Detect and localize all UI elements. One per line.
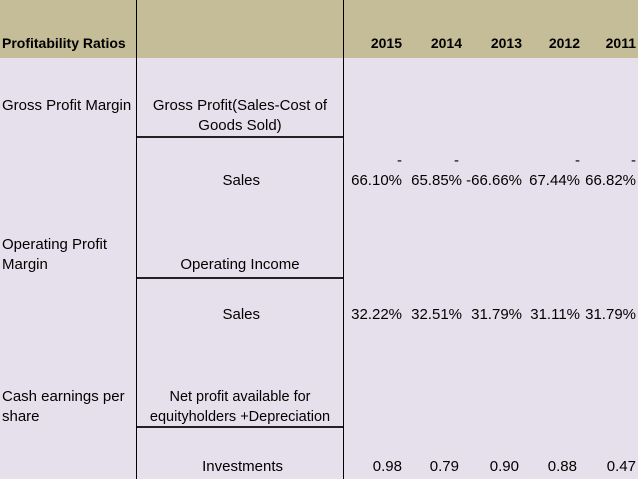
value-gross-2012: 67.44% xyxy=(529,172,580,189)
denominator-sales: Sales xyxy=(222,306,260,323)
dash-mark-2014: - xyxy=(454,152,459,169)
header-title: Profitability Ratios xyxy=(2,35,126,51)
denominator-investments: Investments xyxy=(202,458,283,475)
ratio-label-operating-profit: Operating Profit Margin xyxy=(2,236,108,273)
value-operating-2015: 32.22% xyxy=(351,306,402,323)
value-cash-2014: 0.79 xyxy=(429,458,459,475)
value-cash-2015: 0.98 xyxy=(372,458,402,475)
year-header-2015: 2015 xyxy=(370,35,402,51)
value-gross-2013: -66.66% xyxy=(466,172,522,189)
year-header-2013: 2013 xyxy=(490,35,522,51)
numerator-operating-income: Operating Income xyxy=(180,256,300,273)
dash-mark-2011: - xyxy=(631,152,636,169)
year-header-2011: 2011 xyxy=(605,35,636,51)
numerator-gross-profit: Gross Profit(Sales-Cost of Goods Sold) xyxy=(152,97,328,134)
header-band xyxy=(0,0,638,58)
fraction-rule xyxy=(137,426,343,428)
year-header-2014: 2014 xyxy=(430,35,462,51)
fraction-rule xyxy=(137,136,343,138)
value-operating-2013: 31.79% xyxy=(471,306,522,323)
value-cash-2013: 0.90 xyxy=(489,458,519,475)
value-gross-2015: 66.10% xyxy=(351,172,402,189)
dash-mark-2015: - xyxy=(397,152,402,169)
value-cash-2011: 0.47 xyxy=(606,458,636,475)
value-operating-2012: 31.11% xyxy=(530,306,580,323)
numerator-net-profit: Net profit available for equityholders +… xyxy=(149,389,331,425)
ratio-label-cash-earnings: Cash earnings per share xyxy=(2,388,125,425)
dash-mark-2012: - xyxy=(575,152,580,169)
value-operating-2011: 31.79% xyxy=(585,306,636,323)
value-gross-2014: 65.85% xyxy=(411,172,462,189)
column-divider xyxy=(136,0,137,479)
denominator-sales: Sales xyxy=(222,172,260,189)
value-gross-2011: 66.82% xyxy=(585,172,636,189)
year-header-2012: 2012 xyxy=(548,35,580,51)
value-operating-2014: 32.51% xyxy=(411,306,462,323)
value-cash-2012: 0.88 xyxy=(547,458,577,475)
fraction-rule xyxy=(137,277,343,279)
ratio-label-gross-profit: Gross Profit Margin xyxy=(2,97,132,114)
column-divider xyxy=(343,0,344,479)
